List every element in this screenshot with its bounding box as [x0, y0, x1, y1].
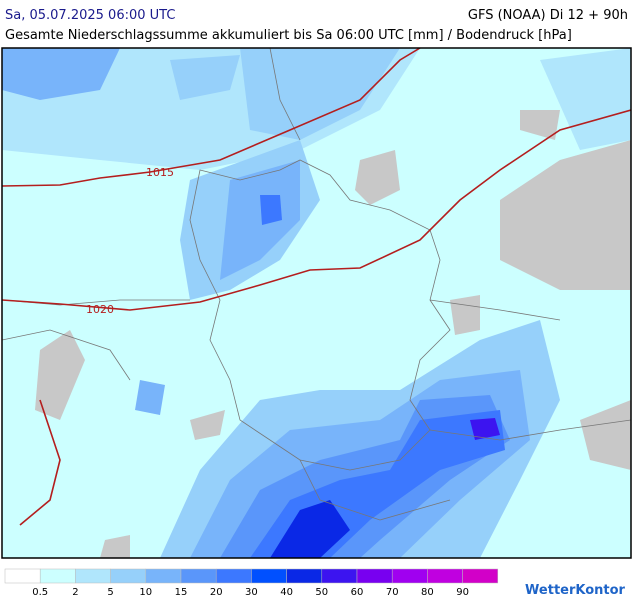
subtitle: Gesamte Niederschlagssumme akkumuliert b… — [5, 28, 572, 43]
legend-swatch — [215, 568, 252, 584]
model-title: GFS (NOAA) Di 12 + 90h — [468, 8, 628, 23]
legend-label: 50 — [315, 587, 328, 598]
legend-swatch — [180, 568, 217, 584]
map: 1015 1020 — [1, 47, 632, 559]
legend: 0.5 2 5 10 15 20 30 40 50 60 70 80 90 — [4, 568, 499, 598]
legend-label: 70 — [386, 587, 399, 598]
legend-swatch — [39, 568, 76, 584]
legend-label: 80 — [421, 587, 434, 598]
isobar-label: 1015 — [146, 166, 174, 179]
legend-swatch — [391, 568, 428, 584]
legend-swatch — [356, 568, 393, 584]
legend-label: 60 — [351, 587, 364, 598]
legend-swatch — [321, 568, 358, 584]
date-title: Sa, 05.07.2025 06:00 UTC — [5, 8, 175, 23]
legend-label: 15 — [175, 587, 188, 598]
legend-label: 0.5 — [32, 587, 48, 598]
legend-swatch — [286, 568, 323, 584]
legend-label: 5 — [107, 587, 113, 598]
legend-label: 90 — [456, 587, 469, 598]
legend-label: 20 — [210, 587, 223, 598]
legend-label: 30 — [245, 587, 258, 598]
brand-logo: WetterKontor — [525, 583, 626, 598]
legend-swatch — [251, 568, 287, 584]
legend-label: 2 — [72, 587, 78, 598]
legend-label: 40 — [280, 587, 293, 598]
legend-swatch — [75, 568, 111, 584]
legend-swatch — [145, 568, 182, 584]
legend-swatch — [4, 568, 41, 584]
isobar-label: 1020 — [86, 303, 114, 316]
legend-swatch — [110, 568, 147, 584]
legend-label: 10 — [139, 587, 152, 598]
legend-swatch — [427, 568, 463, 584]
legend-swatch — [462, 568, 499, 584]
